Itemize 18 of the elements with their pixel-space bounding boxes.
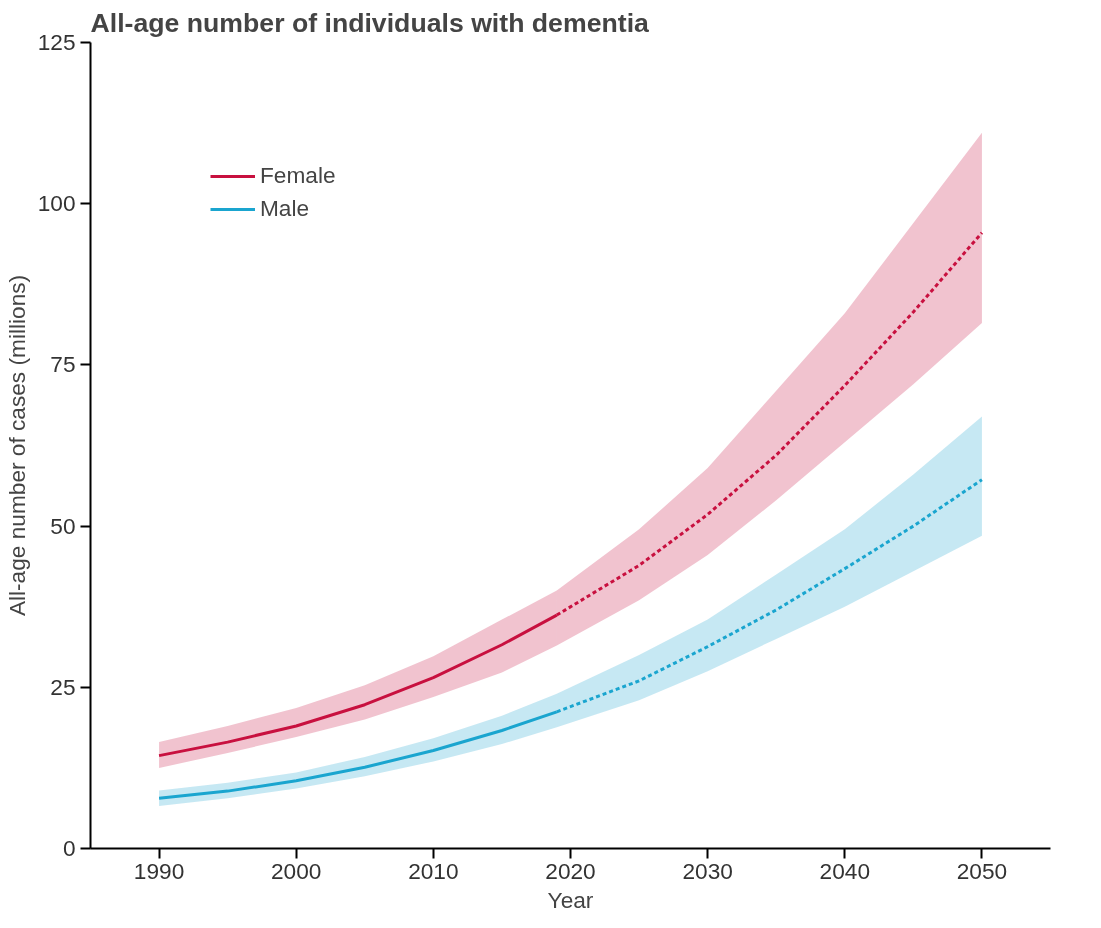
x-tick-label: 2050 [956, 857, 1008, 884]
legend-label: Male [260, 195, 310, 222]
y-tick-label: 100 [37, 190, 76, 217]
y-tick-label: 0 [62, 835, 76, 861]
x-tick-label: 1990 [133, 857, 185, 884]
x-tick-label: 2030 [682, 857, 733, 884]
y-tick-label: 125 [37, 29, 76, 55]
y-axis-title: All-age number of cases (millions) [3, 274, 30, 617]
x-tick-label: 2020 [545, 857, 596, 884]
x-tick-label: 2040 [819, 857, 870, 884]
y-tick-label: 75 [50, 351, 76, 378]
y-tick-label: 25 [50, 673, 76, 700]
y-tick-label: 50 [50, 512, 76, 539]
x-tick-label: 2010 [408, 857, 459, 884]
legend-label: Female [260, 162, 336, 189]
chart-title: All-age number of individuals with dementia [90, 7, 650, 38]
x-tick-label: 2000 [271, 857, 322, 884]
x-axis-title: Year [547, 886, 594, 913]
